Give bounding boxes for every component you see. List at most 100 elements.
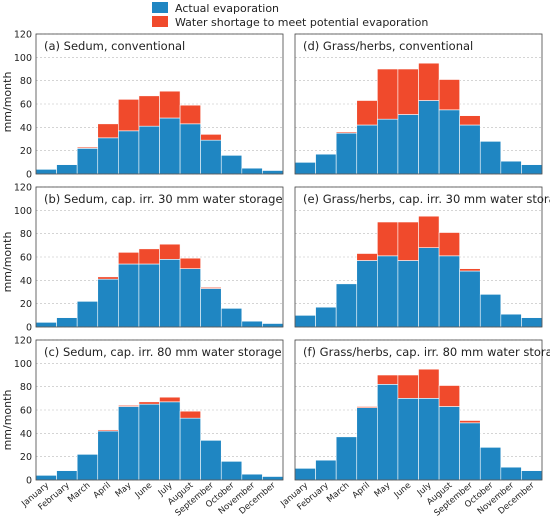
bar-water-shortage	[438, 232, 460, 257]
y-tick-label: 40	[20, 276, 32, 287]
bar-actual-evaporation	[418, 100, 440, 175]
bar-actual-evaporation	[200, 139, 222, 175]
bar-water-shortage	[356, 253, 378, 261]
bar-actual-evaporation	[377, 118, 399, 175]
bar-water-shortage	[97, 276, 119, 280]
panel-title: (b) Sedum, cap. irr. 30 mm water storage	[44, 192, 283, 206]
bar-actual-evaporation	[220, 461, 243, 481]
y-tick-label: 100	[14, 359, 32, 370]
bar-actual-evaporation	[500, 160, 522, 175]
bar-actual-evaporation	[35, 169, 57, 175]
bar-water-shortage	[418, 368, 440, 399]
chart-panel-2: (d) Grass/herbs, conventional	[294, 33, 543, 175]
y-tick-label: 120	[14, 183, 32, 194]
bar-water-shortage	[356, 100, 378, 126]
y-tick-label: 20	[20, 146, 32, 157]
bar-water-shortage	[397, 68, 419, 115]
bar-actual-evaporation	[200, 440, 222, 481]
bar-actual-evaporation	[56, 164, 78, 175]
y-tick-label: 120	[14, 30, 32, 41]
bar-actual-evaporation	[479, 447, 502, 481]
panel-title: (e) Grass/herbs, cap. irr. 30 mm water s…	[303, 192, 550, 206]
bar-actual-evaporation	[76, 148, 99, 175]
bar-actual-evaporation	[356, 260, 378, 328]
bar-water-shortage	[179, 257, 201, 269]
x-tick-label: April	[92, 481, 113, 501]
bar-actual-evaporation	[377, 255, 399, 328]
x-tick-label: April	[351, 481, 372, 501]
bar-actual-evaporation	[459, 422, 481, 481]
bar-water-shortage	[438, 79, 460, 111]
bar-actual-evaporation	[262, 323, 284, 328]
bar-actual-evaporation	[479, 294, 502, 328]
y-tick-label: 80	[20, 382, 32, 393]
bar-actual-evaporation	[315, 306, 337, 328]
x-tick-label: June	[133, 481, 154, 501]
y-tick-label: 0	[26, 323, 32, 334]
bar-actual-evaporation	[438, 109, 460, 175]
bar-actual-evaporation	[241, 320, 263, 328]
bar-actual-evaporation	[294, 162, 316, 175]
legend-label-shortage: Water shortage to meet potential evapora…	[175, 16, 428, 29]
chart-panel-6: (f) Grass/herbs, cap. irr. 80 mm water s…	[278, 339, 550, 518]
bar-actual-evaporation	[138, 403, 160, 481]
x-tick-label: March	[66, 481, 92, 505]
x-tick-label: June	[392, 481, 413, 501]
bar-water-shortage	[200, 287, 222, 289]
bar-actual-evaporation	[459, 124, 481, 175]
bar-water-shortage	[356, 406, 378, 408]
bar-water-shortage	[377, 374, 399, 385]
legend-swatch-actual	[152, 2, 168, 13]
y-tick-label: 20	[20, 299, 32, 310]
bar-water-shortage	[459, 420, 481, 424]
bar-actual-evaporation	[118, 130, 140, 175]
bar-water-shortage	[397, 221, 419, 261]
bar-water-shortage	[377, 68, 399, 120]
y-tick-label: 20	[20, 452, 32, 463]
bar-water-shortage	[97, 123, 119, 139]
chart-panel-5: 0 20 40 60 80 100 120 (c) Sedum, cap. irr. 80 m…	[14, 336, 284, 518]
bar-actual-evaporation	[35, 475, 57, 481]
bar-actual-evaporation	[220, 308, 243, 328]
bar-actual-evaporation	[315, 153, 337, 175]
bar-actual-evaporation	[315, 459, 337, 481]
bar-actual-evaporation	[179, 123, 201, 175]
bar-actual-evaporation	[56, 317, 78, 328]
panel-title: (d) Grass/herbs, conventional	[303, 39, 473, 53]
y-tick-label: 40	[20, 429, 32, 440]
bar-water-shortage	[459, 268, 481, 272]
x-tick-label: May	[114, 481, 134, 500]
y-tick-label: 60	[20, 100, 32, 111]
bar-water-shortage	[418, 62, 440, 101]
y-axis-label-row1: mm/month	[1, 72, 14, 133]
bar-actual-evaporation	[397, 114, 419, 175]
bar-water-shortage	[118, 99, 140, 132]
bar-water-shortage	[159, 90, 181, 119]
bar-actual-evaporation	[521, 317, 543, 328]
bar-water-shortage	[159, 243, 181, 260]
y-tick-label: 60	[20, 253, 32, 264]
bar-actual-evaporation	[294, 468, 316, 481]
bar-actual-evaporation	[241, 167, 263, 175]
legend-label-actual: Actual evaporation	[175, 2, 279, 15]
bar-actual-evaporation	[418, 398, 440, 481]
bar-actual-evaporation	[335, 436, 358, 481]
bar-actual-evaporation	[262, 476, 284, 481]
bar-water-shortage	[138, 95, 160, 127]
bar-actual-evaporation	[35, 322, 57, 328]
bar-actual-evaporation	[459, 270, 481, 328]
bar-water-shortage	[459, 115, 481, 126]
plot-frame	[35, 339, 284, 481]
bar-actual-evaporation	[159, 401, 181, 481]
bar-actual-evaporation	[377, 384, 399, 481]
chart-panel-3: 0 20 40 60 80 100 120 (b) Sedum, cap. irr. 30 m…	[14, 183, 284, 334]
y-tick-label: 0	[26, 476, 32, 487]
panel-title: (a) Sedum, conventional	[44, 39, 185, 53]
bar-water-shortage	[418, 215, 440, 248]
bar-water-shortage	[138, 401, 160, 405]
bar-actual-evaporation	[159, 259, 181, 328]
y-axis-label-row3: mm/month	[1, 390, 14, 451]
y-tick-label: 100	[14, 53, 32, 64]
bar-actual-evaporation	[438, 406, 460, 481]
